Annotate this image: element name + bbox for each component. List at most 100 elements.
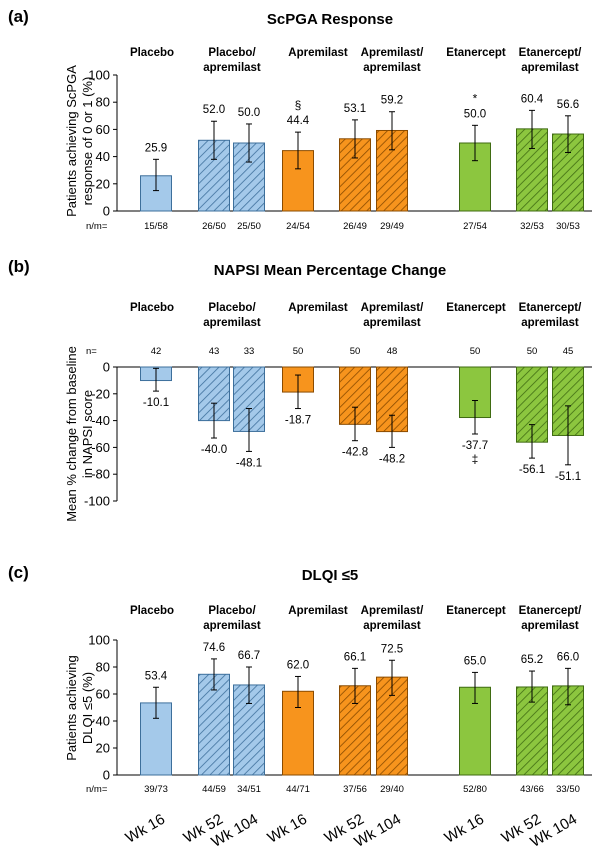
data-label: -18.7 (285, 415, 311, 427)
data-label: 44.4 (287, 115, 310, 127)
y-tick-label: 20 (96, 741, 110, 756)
group-label: apremilast (203, 317, 261, 329)
significance-marker: ‡ (472, 452, 479, 466)
panel-letter: (b) (8, 257, 30, 276)
group-label: Placebo (130, 302, 174, 314)
group-label: apremilast (521, 620, 579, 632)
data-label: 74.6 (203, 642, 225, 654)
significance-marker: § (295, 98, 302, 112)
y-tick-label: -100 (84, 494, 110, 509)
bar (198, 673, 230, 776)
count-label: 29/49 (380, 221, 404, 232)
data-label: 60.4 (521, 93, 544, 105)
y-tick-label: 100 (88, 633, 110, 648)
y-tick-label: 40 (96, 714, 110, 729)
data-label: 56.6 (557, 99, 579, 111)
data-label: 66.0 (557, 651, 579, 663)
data-label: 66.7 (238, 650, 260, 662)
count-label: 24/54 (286, 221, 310, 232)
count-label: 33 (244, 346, 255, 357)
count-label: 50 (293, 346, 304, 357)
y-axis-label: response of 0 or 1 (%) (80, 77, 95, 206)
group-label: Etanercept (446, 47, 506, 59)
count-label: 27/54 (463, 221, 487, 232)
group-label: Placebo/ (208, 605, 256, 617)
panel-scpga: (a) ScPGA Response Placebo Placebo/apremi… (8, 7, 592, 232)
y-axis-label: Patients achieving (64, 655, 79, 761)
data-label: 65.0 (464, 655, 486, 667)
group-label: Placebo (130, 605, 174, 617)
group-label: Placebo/ (208, 47, 256, 59)
data-label: 25.9 (145, 142, 167, 154)
data-label: 53.1 (344, 103, 366, 115)
group-label: Apremilast (288, 605, 348, 617)
data-label: -48.1 (236, 457, 262, 469)
count-label: 44/59 (202, 784, 226, 795)
group-label: Placebo (130, 47, 174, 59)
group-label: Apremilast/ (361, 302, 424, 314)
data-label: 72.5 (381, 643, 403, 655)
count-label: 34/51 (237, 784, 261, 795)
y-tick-label: 20 (96, 176, 110, 191)
x-tick-label: Wk 16 (123, 811, 168, 847)
y-tick-label: -60 (91, 440, 110, 455)
group-label: Etanercept/ (519, 47, 582, 59)
chart-title: DLQI ≤5 (302, 567, 359, 584)
group-label: apremilast (203, 62, 261, 74)
data-label: -48.2 (379, 453, 405, 465)
data-label: -51.1 (555, 471, 581, 483)
significance-marker: * (473, 91, 478, 105)
count-label: 50 (527, 346, 538, 357)
group-label: Etanercept/ (519, 605, 582, 617)
y-axis-label: Mean % change from baseline (64, 346, 79, 522)
data-label: -37.7 (462, 440, 488, 452)
y-tick-label: -80 (91, 467, 110, 482)
count-label: 25/50 (237, 221, 261, 232)
y-tick-label: 80 (96, 95, 110, 110)
y-axis-label: DLQI ≤5 (%) (80, 672, 95, 744)
x-tick-label: Wk 16 (265, 811, 310, 847)
count-label: 37/56 (343, 784, 367, 795)
y-tick-label: 0 (103, 204, 110, 219)
count-label: 48 (387, 346, 398, 357)
count-label: 52/80 (463, 784, 487, 795)
y-tick-label: -40 (91, 413, 110, 428)
group-label: apremilast (521, 317, 579, 329)
y-tick-label: 60 (96, 687, 110, 702)
y-tick-label: 40 (96, 149, 110, 164)
panel-letter: (c) (8, 563, 29, 582)
group-label: Etanercept (446, 302, 506, 314)
count-label: 43 (209, 346, 220, 357)
bar (339, 685, 371, 776)
count-label: 29/40 (380, 784, 404, 795)
data-label: -40.0 (201, 444, 227, 456)
group-label: apremilast (363, 62, 421, 74)
count-label: 26/50 (202, 221, 226, 232)
y-tick-label: -20 (91, 386, 110, 401)
panel-napsi: (b) NAPSI Mean Percentage Change Placebo… (8, 257, 592, 522)
count-label: 26/49 (343, 221, 367, 232)
count-label: 45 (563, 346, 574, 357)
group-label: apremilast (521, 62, 579, 74)
group-label: apremilast (203, 620, 261, 632)
group-label: Placebo/ (208, 302, 256, 314)
y-tick-label: 0 (103, 768, 110, 783)
group-label: Apremilast (288, 302, 348, 314)
bar (339, 138, 371, 212)
panel-letter: (a) (8, 7, 29, 26)
chart-title: NAPSI Mean Percentage Change (214, 262, 447, 279)
group-label: Apremilast (288, 47, 348, 59)
count-label: 44/71 (286, 784, 310, 795)
y-axis-label: Patients achieving ScPGA (64, 65, 79, 217)
data-label: 50.0 (464, 108, 486, 120)
y-tick-label: 100 (88, 68, 110, 83)
data-label: 66.1 (344, 651, 366, 663)
data-label: 59.2 (381, 95, 403, 107)
count-label: 33/50 (556, 784, 580, 795)
count-label: 32/53 (520, 221, 544, 232)
y-tick-label: 80 (96, 660, 110, 675)
data-label: -42.8 (342, 447, 368, 459)
y-tick-label: 0 (103, 360, 110, 375)
